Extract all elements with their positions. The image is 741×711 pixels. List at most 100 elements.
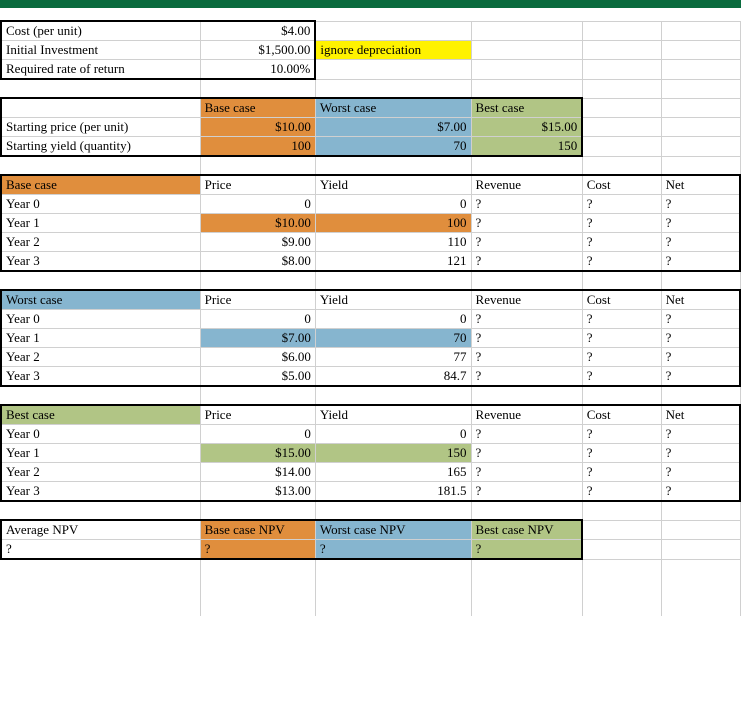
best-price[interactable]: $15.00 xyxy=(471,118,582,137)
b-y0-cost[interactable]: ? xyxy=(582,195,661,214)
w-y3-rev[interactable]: ? xyxy=(471,367,582,387)
cell[interactable] xyxy=(661,21,740,41)
cell[interactable] xyxy=(661,118,740,137)
w-y2-price[interactable]: $6.00 xyxy=(200,348,315,367)
be-y3-cost[interactable]: ? xyxy=(582,482,661,502)
be-y2-yield[interactable]: 165 xyxy=(315,463,471,482)
col-yield: Yield xyxy=(315,405,471,425)
w-y2-net[interactable]: ? xyxy=(661,348,740,367)
base-price[interactable]: $10.00 xyxy=(200,118,315,137)
npv-worst-val[interactable]: ? xyxy=(315,540,471,560)
cell[interactable] xyxy=(315,60,471,80)
col-net: Net xyxy=(661,290,740,310)
w-y1-net[interactable]: ? xyxy=(661,329,740,348)
be-y1-rev[interactable]: ? xyxy=(471,444,582,463)
w-y3-net[interactable]: ? xyxy=(661,367,740,387)
be-y1-net[interactable]: ? xyxy=(661,444,740,463)
b-y1-net[interactable]: ? xyxy=(661,214,740,233)
cell[interactable] xyxy=(582,21,661,41)
w-y2-yield[interactable]: 77 xyxy=(315,348,471,367)
worst-yield[interactable]: 70 xyxy=(315,137,471,157)
be-y0-yield[interactable]: 0 xyxy=(315,425,471,444)
b-y2-yield[interactable]: 110 xyxy=(315,233,471,252)
rate-value[interactable]: 10.00% xyxy=(200,60,315,80)
cell[interactable] xyxy=(661,98,740,118)
b-y0-price[interactable]: 0 xyxy=(200,195,315,214)
cell[interactable] xyxy=(661,520,740,540)
cell[interactable] xyxy=(471,60,582,80)
b-y1-price[interactable]: $10.00 xyxy=(200,214,315,233)
w-y3-yield[interactable]: 84.7 xyxy=(315,367,471,387)
w-y1-cost[interactable]: ? xyxy=(582,329,661,348)
be-y3-net[interactable]: ? xyxy=(661,482,740,502)
be-y0-rev[interactable]: ? xyxy=(471,425,582,444)
b-y2-net[interactable]: ? xyxy=(661,233,740,252)
b-y2-price[interactable]: $9.00 xyxy=(200,233,315,252)
b-y3-net[interactable]: ? xyxy=(661,252,740,272)
be-y2-cost[interactable]: ? xyxy=(582,463,661,482)
cell[interactable] xyxy=(582,137,661,157)
w-y1-price[interactable]: $7.00 xyxy=(200,329,315,348)
w-y1-yield[interactable]: 70 xyxy=(315,329,471,348)
cell[interactable] xyxy=(661,60,740,80)
b-y3-rev[interactable]: ? xyxy=(471,252,582,272)
year0: Year 0 xyxy=(1,425,200,444)
be-y3-price[interactable]: $13.00 xyxy=(200,482,315,502)
npv-best-val[interactable]: ? xyxy=(471,540,582,560)
be-y3-yield[interactable]: 181.5 xyxy=(315,482,471,502)
cell[interactable] xyxy=(582,520,661,540)
b-y0-rev[interactable]: ? xyxy=(471,195,582,214)
w-y2-cost[interactable]: ? xyxy=(582,348,661,367)
w-y0-cost[interactable]: ? xyxy=(582,310,661,329)
w-y1-rev[interactable]: ? xyxy=(471,329,582,348)
b-y1-cost[interactable]: ? xyxy=(582,214,661,233)
w-y3-cost[interactable]: ? xyxy=(582,367,661,387)
cell[interactable] xyxy=(661,137,740,157)
w-y2-rev[interactable]: ? xyxy=(471,348,582,367)
be-y0-cost[interactable]: ? xyxy=(582,425,661,444)
w-y0-yield[interactable]: 0 xyxy=(315,310,471,329)
w-y0-price[interactable]: 0 xyxy=(200,310,315,329)
be-y0-price[interactable]: 0 xyxy=(200,425,315,444)
b-y0-yield[interactable]: 0 xyxy=(315,195,471,214)
best-yield[interactable]: 150 xyxy=(471,137,582,157)
base-yield[interactable]: 100 xyxy=(200,137,315,157)
be-y3-rev[interactable]: ? xyxy=(471,482,582,502)
cell[interactable] xyxy=(471,41,582,60)
cell[interactable] xyxy=(582,41,661,60)
b-y2-cost[interactable]: ? xyxy=(582,233,661,252)
b-y3-yield[interactable]: 121 xyxy=(315,252,471,272)
b-y1-rev[interactable]: ? xyxy=(471,214,582,233)
invest-value[interactable]: $1,500.00 xyxy=(200,41,315,60)
cell[interactable] xyxy=(315,21,471,41)
w-y0-net[interactable]: ? xyxy=(661,310,740,329)
cell[interactable] xyxy=(582,98,661,118)
cell[interactable] xyxy=(471,21,582,41)
b-y1-yield[interactable]: 100 xyxy=(315,214,471,233)
cell[interactable] xyxy=(582,60,661,80)
be-y2-price[interactable]: $14.00 xyxy=(200,463,315,482)
be-y1-price[interactable]: $15.00 xyxy=(200,444,315,463)
npv-avg[interactable]: ? xyxy=(1,540,200,560)
year1: Year 1 xyxy=(1,214,200,233)
b-y3-price[interactable]: $8.00 xyxy=(200,252,315,272)
cell[interactable] xyxy=(661,41,740,60)
b-y0-net[interactable]: ? xyxy=(661,195,740,214)
hdr-best: Best case xyxy=(471,98,582,118)
w-y0-rev[interactable]: ? xyxy=(471,310,582,329)
be-y0-net[interactable]: ? xyxy=(661,425,740,444)
b-y2-rev[interactable]: ? xyxy=(471,233,582,252)
cell[interactable] xyxy=(582,540,661,560)
cell[interactable] xyxy=(661,540,740,560)
cell[interactable] xyxy=(1,98,200,118)
w-y3-price[interactable]: $5.00 xyxy=(200,367,315,387)
be-y1-cost[interactable]: ? xyxy=(582,444,661,463)
b-y3-cost[interactable]: ? xyxy=(582,252,661,272)
be-y2-rev[interactable]: ? xyxy=(471,463,582,482)
worst-price[interactable]: $7.00 xyxy=(315,118,471,137)
cost-value[interactable]: $4.00 xyxy=(200,21,315,41)
be-y2-net[interactable]: ? xyxy=(661,463,740,482)
npv-base-val[interactable]: ? xyxy=(200,540,315,560)
cell[interactable] xyxy=(582,118,661,137)
be-y1-yield[interactable]: 150 xyxy=(315,444,471,463)
